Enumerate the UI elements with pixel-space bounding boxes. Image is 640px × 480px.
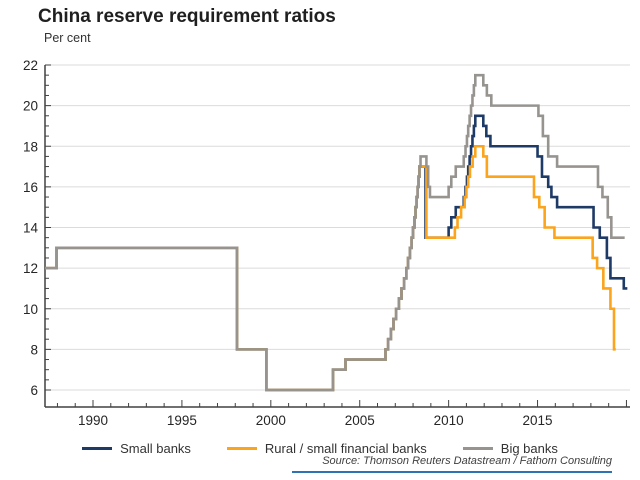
legend-item-rural-small-financial-banks: Rural / small financial banks (226, 440, 427, 456)
legend-swatch-icon (462, 446, 493, 450)
y-tick-label-10: 10 (23, 302, 38, 317)
series-line-big-banks (45, 73, 625, 392)
chart-legend: Small banks Rural / small financial banks… (0, 438, 640, 458)
y-tick-label-22: 22 (23, 58, 38, 73)
chart-title: China reserve requirement ratios (38, 6, 336, 27)
x-tick-label-2005: 2005 (345, 413, 375, 428)
y-tick-label-14: 14 (23, 221, 39, 236)
y-tick-label-20: 20 (23, 99, 38, 114)
x-tick-label-2015: 2015 (523, 413, 553, 428)
legend-label: Big banks (500, 440, 558, 456)
legend-label: Rural / small financial banks (264, 440, 427, 456)
x-tick-label-2000: 2000 (256, 413, 286, 428)
source-attribution: Source: Thomson Reuters Datastream / Fat… (322, 455, 612, 467)
legend-item-big-banks: Big banks (462, 440, 558, 456)
legend-swatch-icon (82, 446, 113, 450)
chart-canvas: 6 8 10 12 14 16 18 20 22 1990 1995 2000 2005 2010 2015 (23, 58, 630, 428)
x-tick-label-1995: 1995 (167, 413, 197, 428)
legend-swatch-icon (226, 446, 257, 450)
x-tick-label-1990: 1990 (78, 413, 108, 428)
y-tick-label-6: 6 (30, 383, 38, 398)
legend-label: Small banks (120, 440, 191, 456)
series-line-small-banks (45, 114, 628, 392)
y-tick-label-8: 8 (30, 342, 38, 357)
x-tick-label-2010: 2010 (434, 413, 464, 428)
y-axis-unit-label: Per cent (44, 31, 91, 45)
y-tick-label-18: 18 (23, 139, 38, 154)
y-tick-label-16: 16 (23, 180, 38, 195)
legend-item-small-banks: Small banks (82, 441, 191, 456)
bottom-accent-rule (292, 471, 612, 473)
y-tick-label-12: 12 (23, 261, 38, 276)
